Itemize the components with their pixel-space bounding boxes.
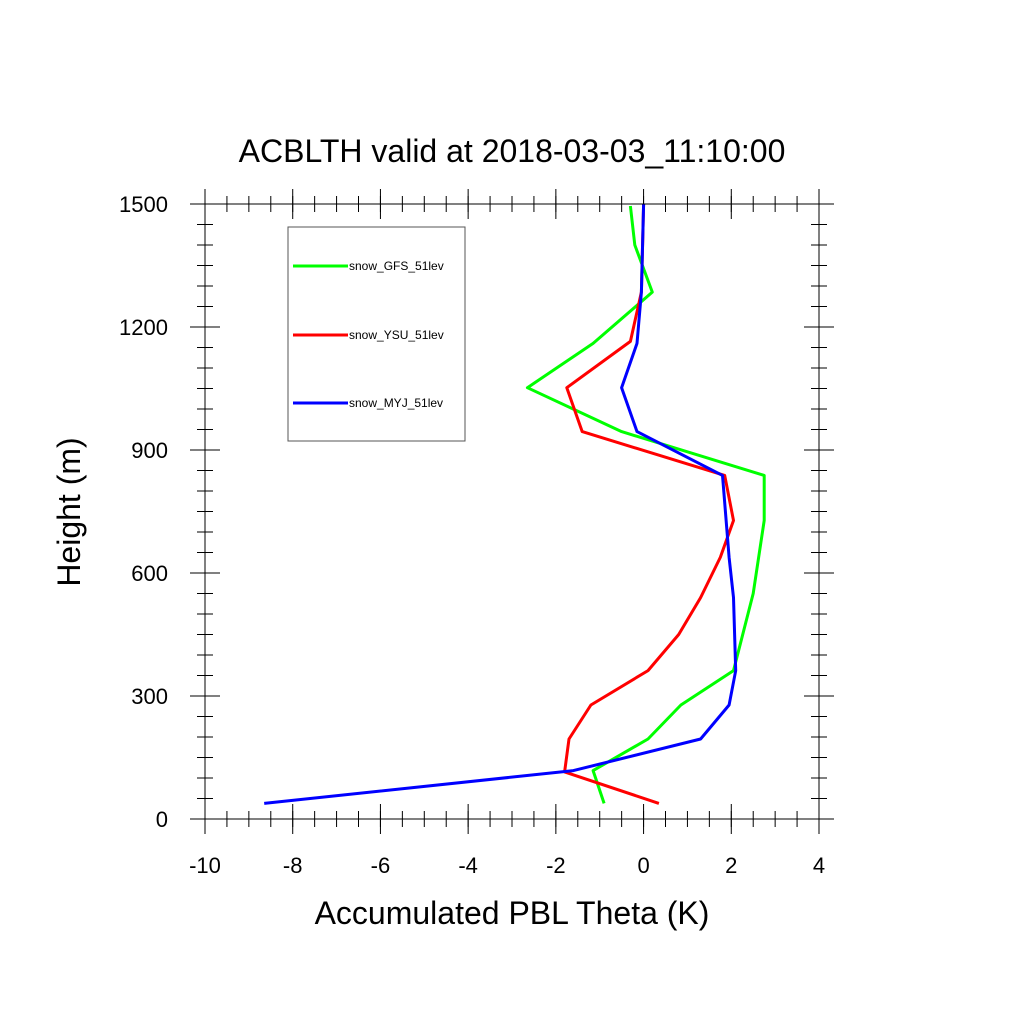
x-tick-label: -2 [546, 853, 566, 878]
legend: snow_GFS_51lev snow_YSU_51lev snow_MYJ_51l… [287, 226, 466, 442]
plot-frame [204, 203, 820, 820]
x-tick-label: -4 [458, 853, 478, 878]
x-tick-label: 0 [637, 853, 649, 878]
x-tick-label: -8 [283, 853, 303, 878]
legend-label: snow_YSU_51lev [349, 328, 444, 342]
y-tick-label: 0 [156, 807, 168, 832]
y-tick-label: 900 [131, 438, 168, 463]
x-tick-label: -10 [189, 853, 221, 878]
legend-label: snow_MYJ_51lev [349, 396, 443, 410]
x-axis-title: Accumulated PBL Theta (K) [315, 895, 710, 931]
chart-title: ACBLTH valid at 2018-03-03_11:10:00 [239, 133, 786, 169]
legend-entries: snow_GFS_51lev snow_YSU_51lev snow_MYJ_51l… [293, 259, 444, 410]
y-tick-label: 600 [131, 561, 168, 586]
y-tick-label: 1200 [119, 315, 168, 340]
y-tick-label: 300 [131, 684, 168, 709]
series-line-snow_GFS_51lev [525, 205, 766, 804]
y-axis-title: Height (m) [51, 437, 87, 586]
major-ticks [190, 189, 834, 834]
x-tick-label: 2 [725, 853, 737, 878]
y-tick-labels: 0 300 600 900 1200 1500 [119, 192, 168, 832]
series-line-snow_MYJ_51lev [264, 203, 738, 805]
series-line-snow_YSU_51lev [563, 203, 735, 805]
legend-label: snow_GFS_51lev [349, 259, 444, 273]
x-tick-labels: -10 -8 -6 -4 -2 0 2 4 [189, 853, 825, 878]
series-lines [264, 203, 766, 805]
y-tick-label: 1500 [119, 192, 168, 217]
x-tick-label: 4 [813, 853, 825, 878]
x-tick-label: -6 [371, 853, 391, 878]
